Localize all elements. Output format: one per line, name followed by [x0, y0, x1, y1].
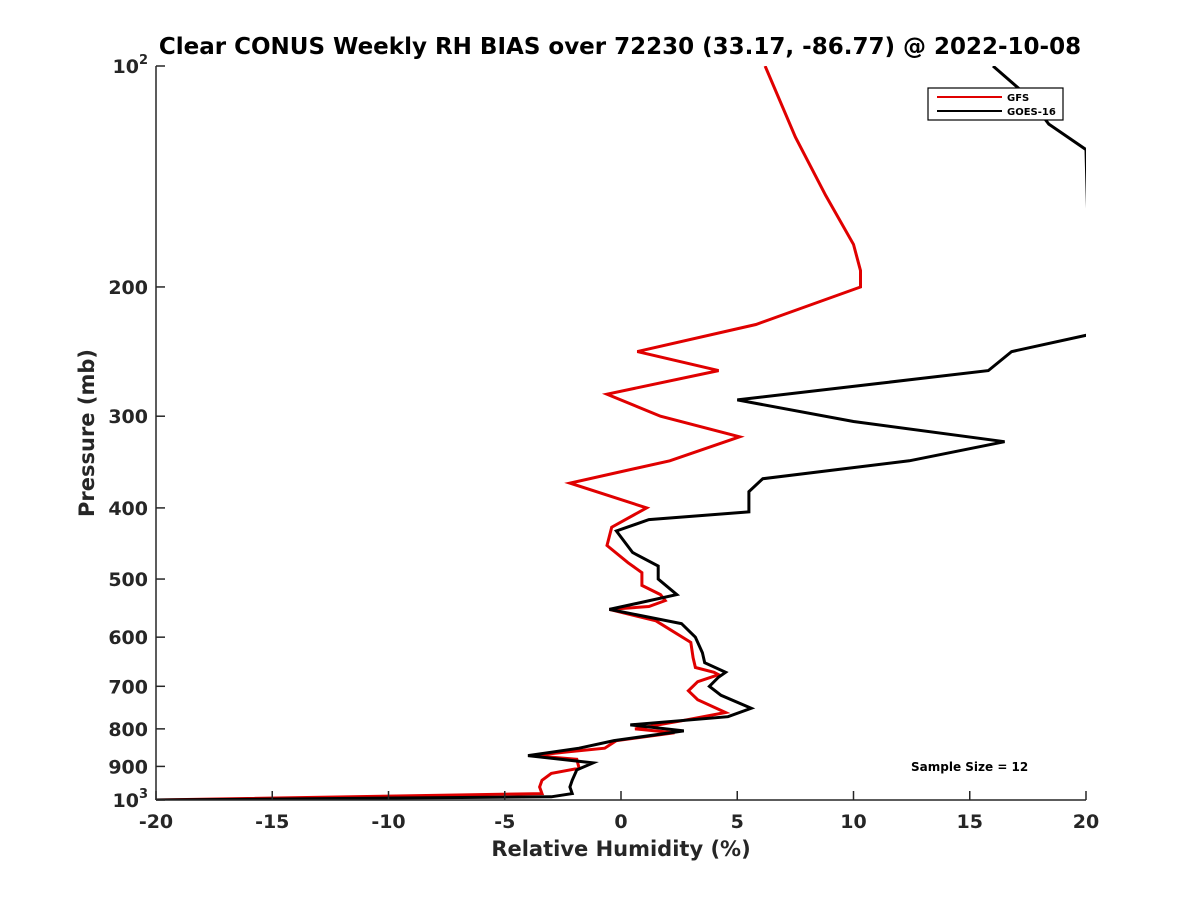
y-tick-label: 103	[113, 787, 149, 812]
y-tick-label: 900	[108, 756, 148, 778]
x-tick-label: -15	[255, 811, 289, 833]
sample-size-annotation: Sample Size = 12	[911, 760, 1028, 774]
x-axis-label: Relative Humidity (%)	[491, 837, 750, 861]
x-tick-label: 20	[1073, 811, 1099, 833]
x-tick-label: 10	[840, 811, 866, 833]
legend-label-goes-16: GOES-16	[1007, 107, 1056, 118]
y-ticks: 102 200 300 400 500 600 700 800 900 103	[108, 53, 165, 812]
y-tick-label: 200	[108, 277, 148, 299]
y-tick-label: 700	[108, 676, 148, 698]
x-tick-label: 0	[614, 811, 627, 833]
x-ticks: -20 -15 -10 -5 0 5 10 15 20	[139, 791, 1099, 833]
y-axis-label: Pressure (mb)	[75, 349, 99, 517]
legend-box	[927, 87, 1064, 121]
series-line-gfs	[156, 66, 862, 800]
y-tick-label: 400	[108, 498, 148, 520]
y-tick-label: 600	[108, 627, 148, 649]
y-tick-label: 500	[108, 569, 148, 591]
y-tick-label: 102	[113, 53, 149, 78]
legend-label-gfs: GFS	[1007, 93, 1029, 104]
x-tick-label: 5	[731, 811, 744, 833]
series-layer	[156, 66, 1086, 800]
y-tick-label: 800	[108, 719, 148, 741]
x-tick-label: -20	[139, 811, 173, 833]
x-tick-label: -5	[494, 811, 515, 833]
x-tick-label: 15	[957, 811, 983, 833]
series-line-goes-16	[156, 66, 1086, 800]
x-tick-label: -10	[371, 811, 405, 833]
legend: GFS GOES-16	[927, 87, 1064, 121]
chart-title: Clear CONUS Weekly RH BIAS over 72230 (3…	[159, 34, 1081, 60]
y-tick-label: 300	[108, 406, 148, 428]
